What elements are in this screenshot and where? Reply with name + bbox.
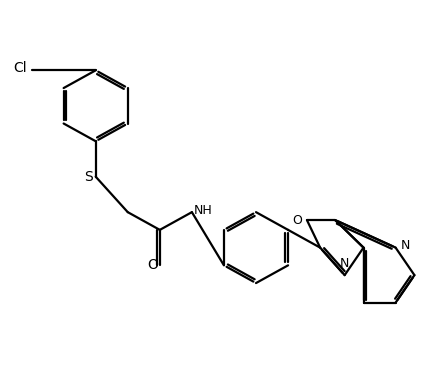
Text: O: O <box>147 258 158 272</box>
Text: NH: NH <box>194 204 212 217</box>
Text: Cl: Cl <box>13 62 27 75</box>
Text: O: O <box>292 214 301 226</box>
Text: N: N <box>401 239 410 252</box>
Text: S: S <box>85 170 93 184</box>
Text: N: N <box>340 257 349 270</box>
